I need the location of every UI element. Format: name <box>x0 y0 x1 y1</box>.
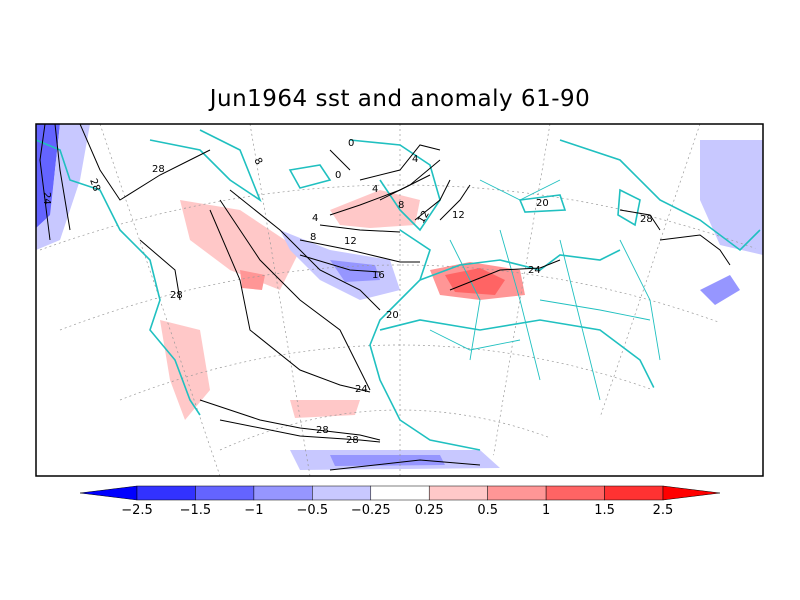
colorbar-segment <box>487 485 547 501</box>
anomaly-warm-core <box>240 270 265 290</box>
sst-contours <box>39 124 731 471</box>
anomaly-warm-south2 <box>290 400 360 418</box>
anomaly-shading <box>36 124 763 470</box>
colorbar-segment <box>545 485 605 501</box>
caspian <box>617 188 641 227</box>
country-borders <box>429 179 661 401</box>
asia-coast <box>559 139 761 252</box>
contour-label: 12 <box>452 210 465 221</box>
contour-label: 0 <box>348 138 354 149</box>
contour-label: 28 <box>640 214 653 225</box>
contour-label: 16 <box>372 270 385 281</box>
contour-label: 24 <box>355 384 368 395</box>
anomaly-warm-south <box>160 320 210 420</box>
colorbar-tick-label: 0.25 <box>415 503 444 518</box>
contour-label: 28 <box>346 435 359 446</box>
colorbar-segment <box>195 485 255 501</box>
anomaly-cool-east <box>700 140 763 255</box>
contour-label: 4 <box>372 184 378 195</box>
north-america-coast <box>36 139 201 416</box>
colorbar-tick-label: −0.5 <box>297 503 329 518</box>
contour-label: 20 <box>536 198 549 209</box>
colorbar-tick-label: −0.25 <box>351 503 391 518</box>
contour-label: 4 <box>312 213 318 224</box>
colorbar-segment <box>312 485 372 501</box>
colorbar-segment <box>428 485 488 501</box>
anomaly-warm-norway <box>330 190 420 228</box>
map-frame <box>35 123 764 477</box>
med-coast <box>419 249 621 281</box>
contour-label: 20 <box>386 310 399 321</box>
anomaly-cold-bottom <box>330 455 445 466</box>
colorbar-tick-label: −1 <box>244 503 263 518</box>
contour-labels: 28 28 24 28 8 0 0 4 4 8 12 12 4 8 12 16 … <box>41 138 653 446</box>
contour-label: 12 <box>344 236 357 247</box>
colorbar-tick-label: 0.5 <box>477 503 498 518</box>
iceland-coast <box>288 164 332 189</box>
colorbar-arrow-left <box>79 485 138 501</box>
coastlines <box>36 129 761 451</box>
contour-label: 4 <box>412 154 418 165</box>
anomaly-hot-med <box>445 268 505 295</box>
africa-coast <box>379 319 661 401</box>
colorbar-tick-label: 2.5 <box>653 503 674 518</box>
europe-coast <box>369 229 481 451</box>
contour-label: 28 <box>87 177 102 193</box>
colorbar-arrow-right <box>662 485 721 501</box>
contour-label: 0 <box>335 170 341 181</box>
anomaly-cold-east <box>700 275 740 305</box>
contour-label: 28 <box>316 425 329 436</box>
colorbar-segment <box>253 485 313 501</box>
contour-label: 28 <box>152 164 165 175</box>
contour-label: 24 <box>528 265 541 276</box>
colorbar-segment <box>604 485 664 501</box>
map-title: Jun1964 sst and anomaly 61-90 <box>209 86 591 112</box>
contour-label: 8 <box>310 232 316 243</box>
greenland-coast <box>149 129 262 203</box>
colorbar-segment <box>136 485 196 501</box>
black-sea <box>518 194 567 213</box>
colorbar-tick-label: 1.5 <box>594 503 615 518</box>
colorbar-tick-label: −1.5 <box>180 503 212 518</box>
colorbar-tick-label: 1 <box>542 503 550 518</box>
colorbar-segment <box>370 485 430 501</box>
contour-label: 24 <box>41 192 52 205</box>
anomaly-cold-west <box>36 124 60 230</box>
colorbar: −2.5 −1.5 −1 −0.5 −0.25 0.25 0.5 1 1.5 2.5 <box>79 485 721 518</box>
contour-label: 8 <box>398 200 404 211</box>
contour-label: 28 <box>170 290 183 301</box>
colorbar-tick-label: −2.5 <box>121 503 153 518</box>
anomaly-warm-mid <box>180 200 300 290</box>
contour-label: 8 <box>251 156 264 167</box>
contour-label: 12 <box>416 209 432 226</box>
